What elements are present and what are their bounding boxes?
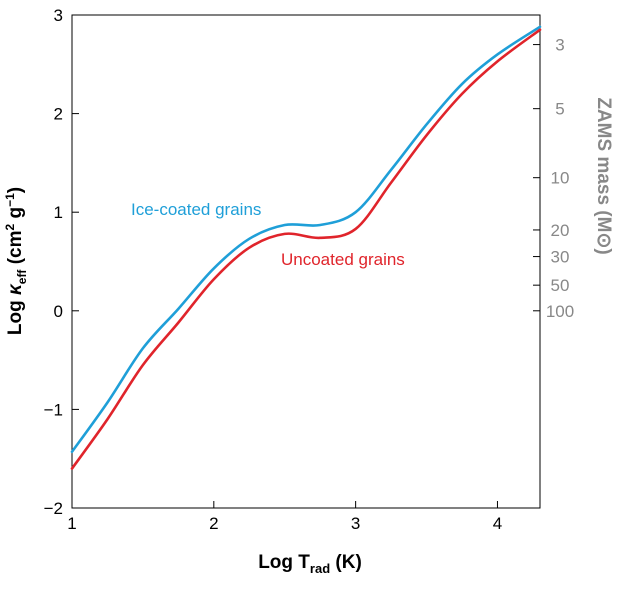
right-tick-label: 3 <box>555 36 564 55</box>
right-tick-label: 5 <box>555 100 564 119</box>
y-tick-label: 3 <box>54 6 63 25</box>
right-axis-ticks: 3 5 10 20 30 50 100 <box>533 36 574 321</box>
y-axis-ticks: −2 −1 0 1 2 3 <box>44 6 79 518</box>
plot-frame <box>71 14 541 509</box>
series-line-uncoated <box>70 28 542 470</box>
series-label-ice-coated: Ice-coated grains <box>131 200 261 219</box>
x-tick-label: 2 <box>209 514 218 533</box>
right-tick-label: 30 <box>551 248 570 267</box>
y-tick-label: −2 <box>44 499 63 518</box>
x-tick-label: 3 <box>351 514 360 533</box>
y-tick-label: −1 <box>44 400 63 419</box>
right-tick-label: 20 <box>551 221 570 240</box>
y-axis-title: Log κeff (cm2 g−1) <box>3 187 29 335</box>
right-tick-label: 10 <box>551 169 570 188</box>
series-label-uncoated: Uncoated grains <box>281 250 405 269</box>
right-axis-title: ZAMS mass (M⊙) <box>593 97 614 254</box>
x-tick-label: 1 <box>67 514 76 533</box>
right-tick-label: 50 <box>551 276 570 295</box>
y-tick-label: 0 <box>54 302 63 321</box>
x-axis-ticks: 1 2 3 4 <box>67 501 502 533</box>
x-tick-label: 4 <box>493 514 502 533</box>
series-line-ice-coated <box>70 25 542 454</box>
y-tick-label: 2 <box>54 105 63 124</box>
right-tick-label: 100 <box>546 302 574 321</box>
series-lines <box>70 25 542 470</box>
x-axis-title: Log Trad (K) <box>258 552 362 576</box>
y-tick-label: 1 <box>54 203 63 222</box>
